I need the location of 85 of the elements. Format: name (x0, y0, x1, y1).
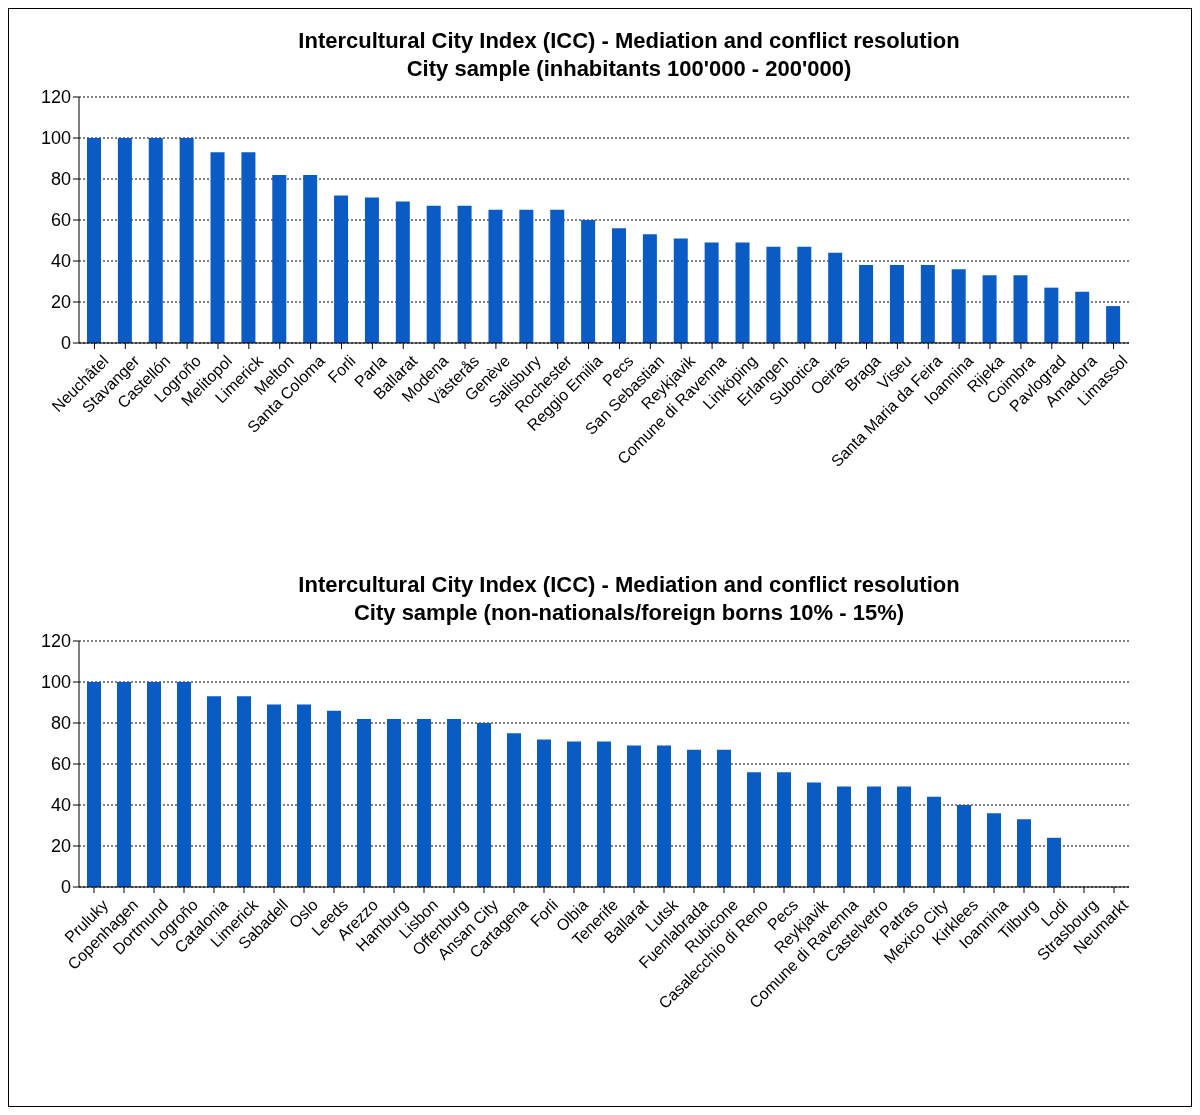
bar (612, 228, 626, 343)
bar (797, 246, 812, 343)
bar (550, 209, 565, 343)
bar (297, 704, 311, 887)
bar (488, 209, 503, 343)
y-tick-label: 0 (60, 877, 71, 898)
chart-subtitle: City sample (inhabitants 100'000 - 200'000) (405, 55, 853, 83)
bar (237, 696, 251, 887)
bar (687, 749, 701, 887)
bar (957, 805, 971, 887)
bar (395, 201, 410, 343)
bar (1075, 291, 1090, 343)
y-tick-label: 120 (40, 87, 71, 108)
bar (920, 265, 935, 343)
bar (1013, 275, 1028, 343)
bar (747, 772, 761, 887)
chart-title: Intercultural City Index (ICC) - Mediation and conflict resolution (297, 571, 961, 599)
y-tick-label: 40 (50, 795, 71, 816)
bar (867, 786, 881, 887)
y-tick-label: 100 (40, 128, 71, 149)
bar (303, 174, 318, 343)
bar (519, 209, 534, 343)
bar (148, 138, 163, 343)
bar (1017, 819, 1031, 887)
bar (417, 718, 431, 887)
y-tick-label: 80 (50, 169, 71, 190)
y-tick-label: 120 (40, 631, 71, 652)
bar (457, 205, 472, 343)
bar (987, 813, 1001, 887)
bar (859, 265, 874, 343)
bar (982, 275, 997, 343)
bar (207, 696, 221, 887)
bar (897, 786, 911, 887)
bar (117, 138, 132, 343)
bar (426, 205, 441, 343)
chart-subtitle: City sample (non-nationals/foreign borns 10% - 15%) (352, 599, 906, 627)
bar (177, 682, 191, 887)
bar (951, 269, 966, 343)
bar (117, 682, 131, 887)
bar (1044, 287, 1059, 343)
y-tick-label: 80 (50, 713, 71, 734)
bar (241, 152, 256, 343)
bar (807, 782, 821, 887)
bar (735, 242, 750, 343)
bar (717, 749, 731, 887)
bar (357, 718, 371, 887)
bar (364, 197, 379, 343)
bar (87, 138, 101, 343)
bar (828, 252, 843, 343)
bar (447, 718, 461, 887)
bar (642, 234, 657, 343)
bar (581, 220, 596, 343)
bar (327, 710, 341, 887)
chart-title: Intercultural City Index (ICC) - Mediation and conflict resolution (297, 27, 961, 55)
y-tick-label: 100 (40, 672, 71, 693)
y-tick-label: 60 (50, 210, 71, 231)
y-tick-label: 40 (50, 251, 71, 272)
bar (210, 152, 225, 343)
bar (673, 238, 688, 343)
bar (1106, 306, 1121, 343)
bar (927, 796, 941, 887)
bar (387, 718, 401, 887)
bar (147, 682, 161, 887)
y-tick-label: 20 (50, 292, 71, 313)
bar (657, 745, 671, 887)
bar (1047, 837, 1061, 887)
bar (627, 745, 641, 887)
bar (889, 265, 904, 343)
y-tick-label: 60 (50, 754, 71, 775)
bar (597, 741, 611, 887)
y-tick-label: 0 (60, 333, 71, 354)
bar (766, 246, 781, 343)
bar (507, 733, 521, 887)
bar (272, 174, 287, 343)
bar (267, 704, 281, 887)
bar (704, 242, 719, 343)
y-tick-label: 20 (50, 836, 71, 857)
bar (837, 786, 851, 887)
bar (334, 195, 349, 343)
bar (777, 772, 791, 887)
bar (537, 739, 551, 887)
bar (477, 723, 491, 887)
bar (179, 138, 194, 343)
bar (567, 741, 581, 887)
bar (87, 682, 101, 887)
